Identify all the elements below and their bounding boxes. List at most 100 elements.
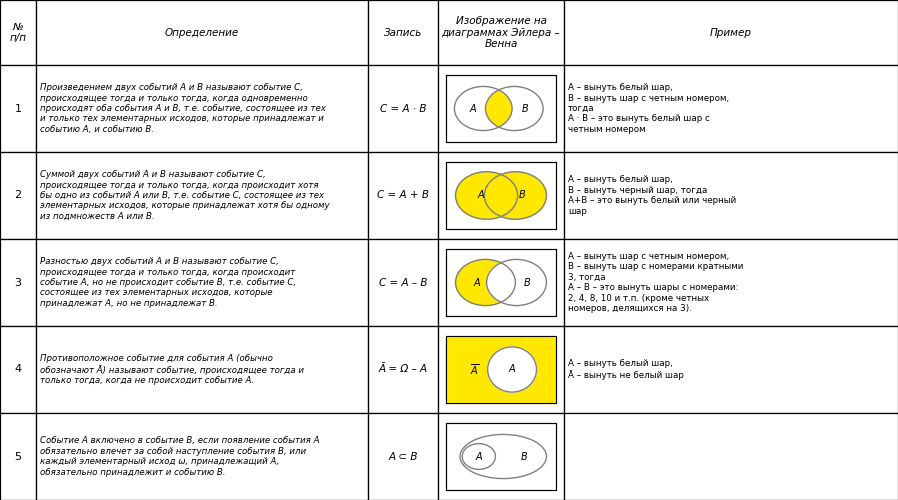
Bar bbox=[445, 162, 557, 230]
Bar bbox=[564, 152, 898, 239]
Text: B: B bbox=[521, 452, 527, 462]
Bar bbox=[368, 239, 438, 326]
Bar bbox=[438, 65, 564, 152]
Bar bbox=[0, 326, 36, 413]
Bar bbox=[438, 0, 564, 65]
Bar bbox=[0, 0, 36, 65]
Bar bbox=[368, 326, 438, 413]
Bar bbox=[36, 239, 368, 326]
Text: B: B bbox=[524, 278, 531, 287]
Bar bbox=[564, 326, 898, 413]
Bar bbox=[564, 65, 898, 152]
Text: $\overline{A}$: $\overline{A}$ bbox=[470, 362, 479, 377]
Bar bbox=[0, 65, 36, 152]
Bar bbox=[36, 65, 368, 152]
Text: C = A + B: C = A + B bbox=[377, 190, 429, 200]
Text: Изображение на
диаграммах Эйлера –
Венна: Изображение на диаграммах Эйлера – Венна bbox=[442, 16, 560, 49]
Bar bbox=[445, 422, 557, 490]
Bar bbox=[445, 336, 557, 404]
Polygon shape bbox=[486, 90, 512, 127]
Bar bbox=[36, 65, 368, 152]
Bar bbox=[438, 152, 564, 239]
Text: 2: 2 bbox=[14, 190, 22, 200]
Bar bbox=[438, 413, 564, 500]
Bar bbox=[438, 152, 564, 239]
Bar bbox=[368, 152, 438, 239]
Bar bbox=[445, 248, 557, 316]
Bar bbox=[0, 152, 36, 239]
Bar bbox=[36, 152, 368, 239]
Ellipse shape bbox=[454, 86, 512, 130]
Ellipse shape bbox=[462, 444, 496, 469]
Bar bbox=[564, 239, 898, 326]
Text: A ⊂ B: A ⊂ B bbox=[388, 452, 418, 462]
Bar bbox=[445, 74, 557, 142]
Ellipse shape bbox=[455, 172, 517, 220]
Bar bbox=[564, 65, 898, 152]
Bar bbox=[438, 0, 564, 65]
Text: Определение: Определение bbox=[165, 28, 239, 38]
Text: 3: 3 bbox=[14, 278, 22, 287]
Bar bbox=[368, 0, 438, 65]
Bar bbox=[36, 326, 368, 413]
Ellipse shape bbox=[455, 260, 515, 306]
Bar bbox=[445, 336, 557, 404]
Bar bbox=[368, 326, 438, 413]
Bar bbox=[36, 152, 368, 239]
Text: B: B bbox=[518, 190, 525, 200]
Bar bbox=[0, 239, 36, 326]
Bar bbox=[438, 239, 564, 326]
Text: C = A · B: C = A · B bbox=[380, 104, 427, 114]
Text: B: B bbox=[522, 104, 528, 114]
Ellipse shape bbox=[460, 434, 547, 478]
Bar bbox=[0, 65, 36, 152]
Text: Противоположное событие для события A (обычно
обозначают Ā) называют событие, пр: Противоположное событие для события A (о… bbox=[40, 354, 304, 385]
Bar bbox=[36, 0, 368, 65]
Bar bbox=[368, 239, 438, 326]
Text: A: A bbox=[473, 278, 480, 287]
Bar bbox=[0, 239, 36, 326]
Text: Ā = Ω – A: Ā = Ω – A bbox=[378, 364, 427, 374]
Bar bbox=[445, 162, 557, 230]
Bar bbox=[438, 239, 564, 326]
Text: A – вынуть белый шар,
Ā – вынуть не белый шар: A – вынуть белый шар, Ā – вынуть не белы… bbox=[568, 360, 684, 380]
Bar bbox=[0, 0, 36, 65]
Bar bbox=[36, 326, 368, 413]
Text: Разностью двух событий A и B называют событие C,
происходящее тогда и только тог: Разностью двух событий A и B называют со… bbox=[40, 257, 296, 308]
Text: A – вынуть белый шар,
B – вынуть черный шар, тогда
A+B – это вынуть белый или че: A – вынуть белый шар, B – вынуть черный … bbox=[568, 176, 736, 216]
Bar bbox=[368, 413, 438, 500]
Bar bbox=[0, 413, 36, 500]
Bar bbox=[368, 152, 438, 239]
Bar bbox=[368, 0, 438, 65]
Bar bbox=[445, 248, 557, 316]
Bar bbox=[438, 326, 564, 413]
Text: A: A bbox=[509, 364, 515, 374]
Ellipse shape bbox=[487, 260, 547, 306]
Ellipse shape bbox=[484, 172, 547, 220]
Text: A: A bbox=[476, 452, 482, 462]
Bar bbox=[36, 413, 368, 500]
Bar bbox=[564, 152, 898, 239]
Bar bbox=[564, 326, 898, 413]
Bar bbox=[445, 422, 557, 490]
Bar bbox=[564, 413, 898, 500]
Text: C = A – B: C = A – B bbox=[379, 278, 427, 287]
Text: 1: 1 bbox=[14, 104, 22, 114]
Bar bbox=[36, 239, 368, 326]
Text: Пример: Пример bbox=[710, 28, 752, 38]
Text: Запись: Запись bbox=[383, 28, 422, 38]
Ellipse shape bbox=[486, 86, 543, 130]
Bar bbox=[438, 65, 564, 152]
Text: A: A bbox=[477, 190, 484, 200]
Text: 4: 4 bbox=[14, 364, 22, 374]
Bar bbox=[368, 65, 438, 152]
Text: №
п/п: № п/п bbox=[10, 22, 27, 44]
Bar bbox=[36, 413, 368, 500]
Text: Суммой двух событий A и B называют событие C,
происходящее тогда и только тогда,: Суммой двух событий A и B называют событ… bbox=[40, 170, 330, 221]
Bar bbox=[564, 0, 898, 65]
Bar bbox=[564, 413, 898, 500]
Bar bbox=[438, 326, 564, 413]
Bar bbox=[0, 152, 36, 239]
Bar bbox=[368, 65, 438, 152]
Bar bbox=[445, 74, 557, 142]
